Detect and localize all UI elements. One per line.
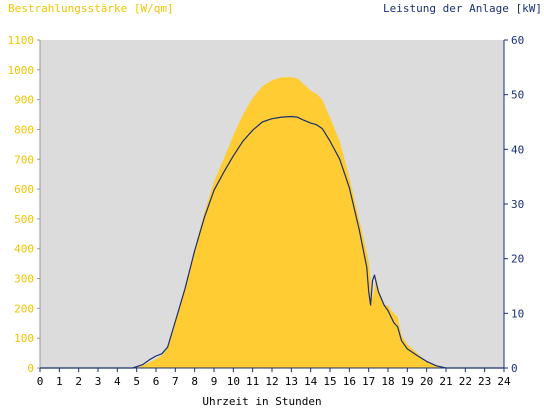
x-tick-label: 2 bbox=[75, 375, 82, 388]
x-tick-label: 6 bbox=[153, 375, 160, 388]
x-tick-label: 22 bbox=[459, 375, 472, 388]
x-tick-label: 13 bbox=[285, 375, 298, 388]
x-tick-label: 24 bbox=[497, 375, 511, 388]
left-tick-label: 300 bbox=[14, 273, 34, 286]
x-tick-label: 0 bbox=[37, 375, 44, 388]
right-tick-label: 30 bbox=[511, 198, 524, 211]
x-tick-label: 12 bbox=[265, 375, 278, 388]
x-tick-label: 18 bbox=[381, 375, 394, 388]
x-tick-label: 10 bbox=[227, 375, 240, 388]
x-tick-label: 19 bbox=[401, 375, 414, 388]
left-tick-label: 900 bbox=[14, 94, 34, 107]
right-tick-label: 10 bbox=[511, 307, 524, 320]
irradiance-area bbox=[40, 77, 504, 369]
power-line bbox=[40, 115, 504, 369]
x-tick-label: 17 bbox=[362, 375, 375, 388]
right-tick-label: 20 bbox=[511, 253, 524, 266]
left-axis-title: Bestrahlungsstärke [W/qm] bbox=[8, 2, 174, 15]
x-tick-label: 11 bbox=[246, 375, 259, 388]
x-tick-label: 16 bbox=[343, 375, 356, 388]
x-tick-label: 4 bbox=[114, 375, 121, 388]
left-tick-label: 800 bbox=[14, 123, 34, 136]
left-tick-label: 500 bbox=[14, 213, 34, 226]
x-tick-label: 21 bbox=[439, 375, 452, 388]
left-tick-label: 1000 bbox=[8, 64, 35, 77]
right-tick-label: 0 bbox=[511, 362, 518, 375]
x-tick-label: 7 bbox=[172, 375, 179, 388]
x-tick-label: 3 bbox=[95, 375, 102, 388]
x-tick-label: 14 bbox=[304, 375, 318, 388]
left-tick-label: 200 bbox=[14, 302, 34, 315]
x-tick-label: 23 bbox=[478, 375, 491, 388]
x-tick-label: 8 bbox=[191, 375, 198, 388]
x-axis-label: Uhrzeit in Stunden bbox=[202, 395, 321, 408]
left-tick-label: 600 bbox=[14, 183, 34, 196]
right-tick-label: 60 bbox=[511, 34, 524, 47]
left-tick-label: 100 bbox=[14, 332, 34, 345]
left-tick-label: 700 bbox=[14, 153, 34, 166]
left-tick-label: 1100 bbox=[8, 34, 35, 47]
x-tick-label: 20 bbox=[420, 375, 433, 388]
x-tick-label: 9 bbox=[211, 375, 218, 388]
x-tick-label: 1 bbox=[56, 375, 63, 388]
left-tick-label: 400 bbox=[14, 243, 34, 256]
right-axis-title: Leistung der Anlage [kW] bbox=[383, 2, 542, 15]
x-tick-label: 5 bbox=[133, 375, 140, 388]
right-tick-label: 40 bbox=[511, 143, 524, 156]
left-tick-label: 0 bbox=[27, 362, 34, 375]
x-tick-label: 15 bbox=[323, 375, 336, 388]
right-tick-label: 50 bbox=[511, 89, 524, 102]
